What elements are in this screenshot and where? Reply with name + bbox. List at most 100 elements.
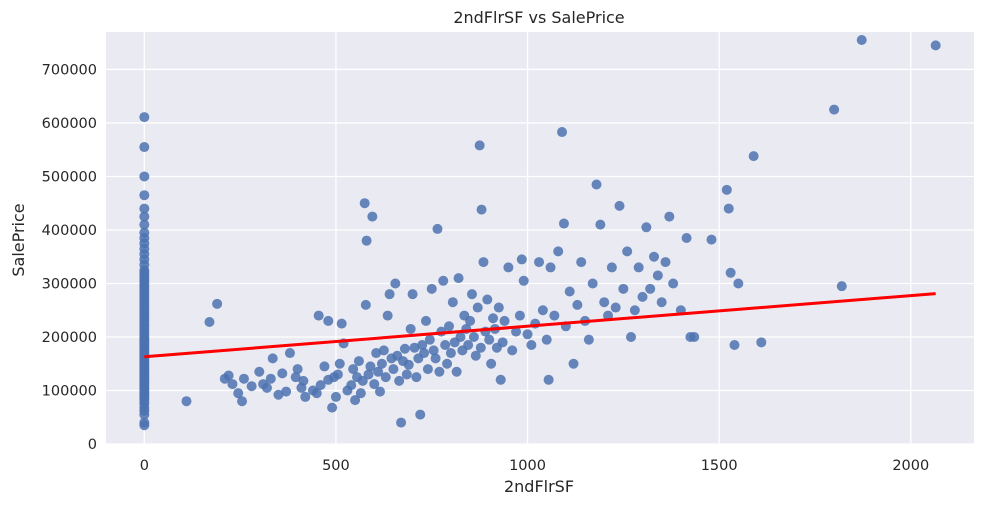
y-axis-ticks: 0 100000 200000 300000 400000 500000 600000 700… [42, 62, 97, 453]
data-point [930, 40, 941, 51]
data-point [369, 379, 380, 390]
data-point [361, 235, 372, 246]
data-point [549, 310, 560, 321]
data-point [319, 361, 330, 372]
data-point [405, 323, 416, 334]
data-point [403, 359, 414, 370]
data-point [447, 297, 458, 308]
data-point [434, 366, 445, 377]
data-point [181, 396, 192, 407]
data-point [553, 246, 564, 257]
data-point [415, 409, 426, 420]
data-point [618, 283, 629, 294]
data-point [689, 331, 700, 342]
data-point [626, 331, 637, 342]
data-point [668, 278, 679, 289]
data-point [367, 211, 378, 222]
data-point [656, 297, 667, 308]
data-point [721, 184, 732, 195]
data-point [267, 353, 278, 364]
x-axis-label: 2ndFlrSF [504, 477, 574, 496]
data-point [417, 340, 428, 351]
data-point [451, 366, 462, 377]
data-point [614, 200, 625, 211]
data-point [499, 315, 510, 326]
data-point [139, 203, 150, 214]
data-point [139, 227, 150, 238]
x-tick-label: 2000 [892, 458, 929, 474]
data-point [748, 151, 759, 162]
data-point [537, 305, 548, 316]
data-points [139, 35, 941, 431]
data-point [558, 218, 569, 229]
data-point [564, 286, 575, 297]
data-point [277, 368, 288, 379]
data-point [139, 219, 150, 230]
y-tick-label: 300000 [42, 276, 97, 292]
data-point [223, 370, 234, 381]
data-point [376, 358, 387, 369]
data-point [300, 391, 311, 402]
data-point [237, 396, 248, 407]
data-point [486, 358, 497, 369]
data-point [729, 340, 740, 351]
data-point [438, 275, 449, 286]
data-point [440, 340, 451, 351]
data-point [545, 262, 556, 273]
grid-lines [106, 32, 974, 445]
data-point [419, 348, 430, 359]
data-point [424, 334, 435, 345]
data-point [622, 246, 633, 257]
data-point [394, 375, 405, 386]
data-point [284, 348, 295, 359]
data-point [396, 417, 407, 428]
data-point [233, 388, 244, 399]
y-tick-label: 200000 [42, 330, 97, 346]
data-point [330, 391, 341, 402]
data-point [336, 318, 347, 329]
data-point [371, 348, 382, 359]
data-point [514, 310, 525, 321]
data-point [212, 298, 223, 309]
data-point [470, 350, 481, 361]
data-point [139, 112, 150, 123]
data-point [660, 257, 671, 268]
data-point [238, 373, 249, 384]
data-point [357, 375, 368, 386]
data-point [348, 364, 359, 375]
data-point [641, 222, 652, 233]
data-point [227, 379, 238, 390]
data-point [139, 417, 150, 428]
data-point [526, 340, 537, 351]
data-point [453, 273, 464, 284]
data-point [311, 388, 322, 399]
data-point [645, 283, 656, 294]
data-point [254, 366, 265, 377]
data-point [466, 289, 477, 300]
data-point [465, 315, 476, 326]
x-tick-label: 1000 [509, 458, 546, 474]
data-point [332, 369, 343, 380]
data-point [265, 373, 276, 384]
data-point [723, 203, 734, 214]
data-point [463, 340, 474, 351]
data-point [610, 302, 621, 313]
y-tick-label: 600000 [42, 116, 97, 132]
data-point [346, 380, 357, 391]
data-point [443, 321, 454, 332]
data-point [503, 262, 514, 273]
data-point [664, 211, 675, 222]
data-point [382, 310, 393, 321]
data-point [568, 358, 579, 369]
data-point [350, 395, 361, 406]
data-point [378, 345, 389, 356]
data-point [428, 345, 439, 356]
data-point [541, 334, 552, 345]
data-point [353, 356, 364, 367]
data-point [756, 337, 767, 348]
data-point [261, 382, 272, 393]
data-point [516, 254, 527, 265]
data-point [599, 297, 610, 308]
data-point [246, 381, 257, 392]
